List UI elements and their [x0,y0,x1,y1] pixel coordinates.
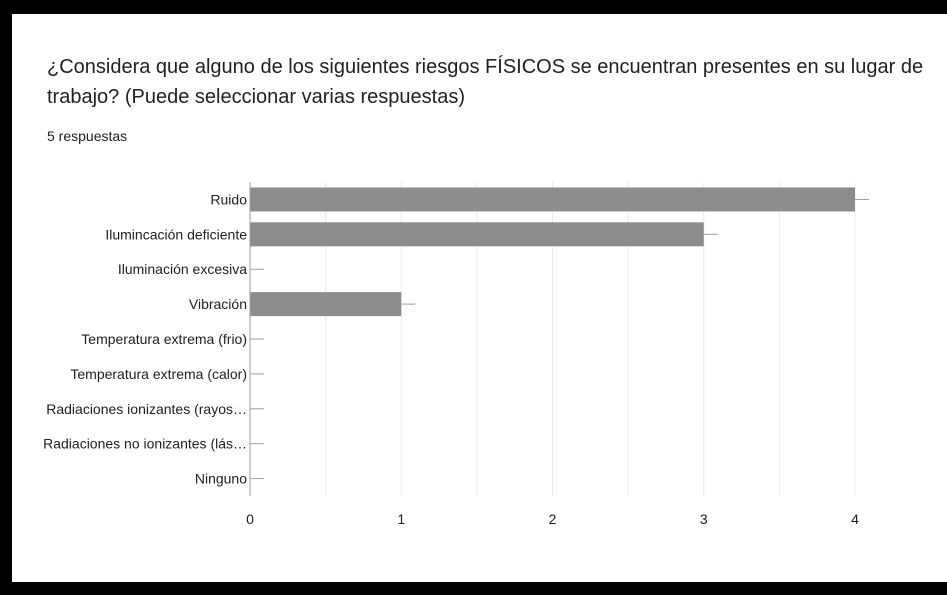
category-label: Radiaciones no ionizantes (lás… [43,436,247,452]
category-label: Temperatura extrema (calor) [70,366,247,382]
bar [250,292,402,317]
category-label: Radiaciones ionizantes (rayos… [46,401,247,417]
category-label: Temperatura extrema (frio) [81,331,247,347]
bar [250,222,704,247]
x-tick-label: 2 [549,511,557,527]
x-tick-label: 4 [851,511,859,527]
x-tick-label: 0 [246,511,254,527]
category-label: Iluminación excesiva [118,261,247,277]
category-label: Ninguno [195,471,247,487]
question-title: ¿Considera que alguno de los siguientes … [47,56,924,108]
response-count: 5 respuestas [47,128,128,144]
x-tick-label: 3 [700,511,708,527]
category-label: Ruido [210,191,247,207]
bar [250,187,855,212]
x-tick-label: 1 [397,511,405,527]
category-label: Ilumincación deficiente [105,226,247,242]
category-label: Vibración [189,296,247,312]
chart-card: ¿Considera que alguno de los siguientes … [12,14,947,582]
